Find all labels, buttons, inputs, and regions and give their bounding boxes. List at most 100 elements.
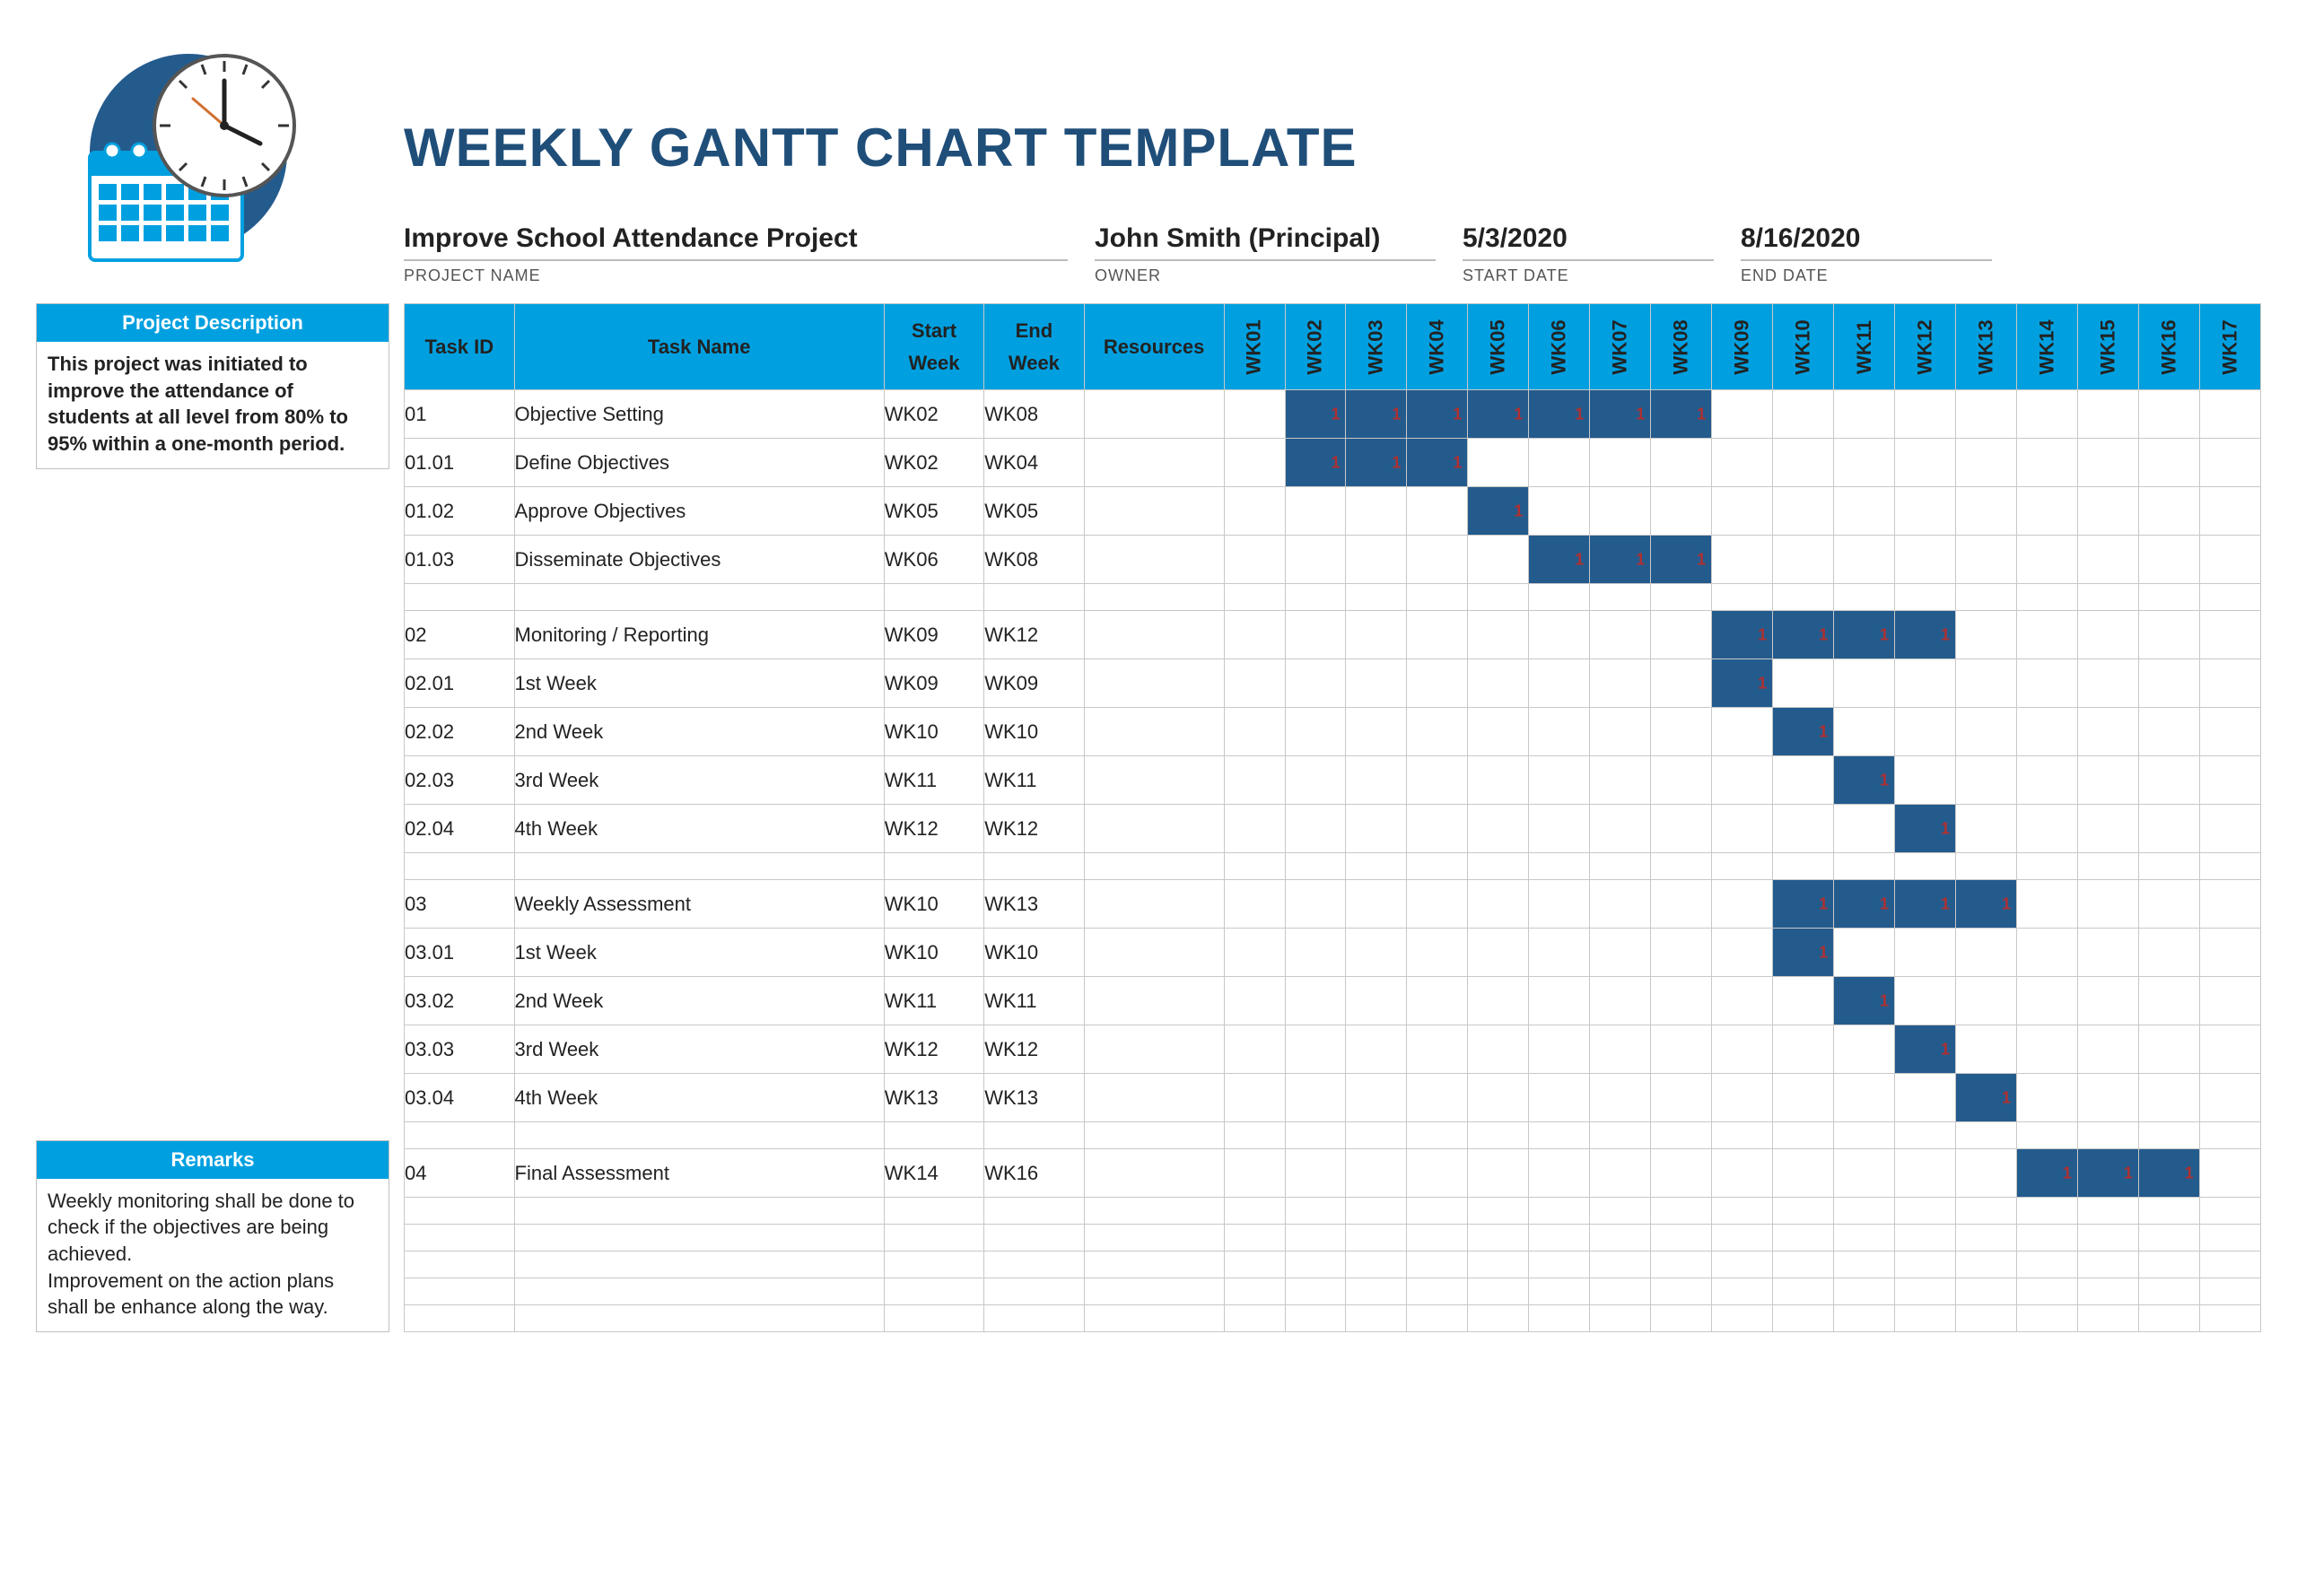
task-id: 01.03 xyxy=(405,536,515,584)
gantt-cell xyxy=(2016,439,2077,487)
table-row: 01Objective SettingWK02WK08 xyxy=(405,390,2261,439)
gantt-cell xyxy=(2138,756,2199,805)
gantt-cell xyxy=(1712,880,1773,929)
gantt-cell xyxy=(1407,756,1468,805)
gantt-cell xyxy=(1651,536,1712,584)
gantt-cell xyxy=(1285,708,1346,756)
table-row: 04Final AssessmentWK14WK16 xyxy=(405,1149,2261,1198)
owner-value: John Smith (Principal) xyxy=(1095,223,1436,261)
gantt-cell xyxy=(1590,611,1651,659)
gantt-cell xyxy=(1224,1074,1285,1122)
col-task-name: Task Name xyxy=(514,304,884,390)
gantt-cell xyxy=(1346,487,1407,536)
gantt-cell xyxy=(1590,977,1651,1025)
gantt-cell xyxy=(1712,611,1773,659)
start-date-label: START DATE xyxy=(1463,261,1714,285)
gantt-cell xyxy=(1346,1074,1407,1122)
task-name: Final Assessment xyxy=(514,1149,884,1198)
gantt-cell xyxy=(1712,536,1773,584)
gantt-cell xyxy=(1407,1074,1468,1122)
task-id: 03.03 xyxy=(405,1025,515,1074)
gantt-cell xyxy=(1407,487,1468,536)
gantt-cell xyxy=(1346,611,1407,659)
start-week: WK10 xyxy=(884,929,983,977)
col-wk02: WK02 xyxy=(1285,304,1346,390)
gantt-cell xyxy=(1651,756,1712,805)
end-week: WK08 xyxy=(984,536,1084,584)
gantt-cell xyxy=(1529,977,1590,1025)
table-row: 02.011st WeekWK09WK09 xyxy=(405,659,2261,708)
gantt-cell xyxy=(2138,977,2199,1025)
gantt-cell xyxy=(2199,708,2260,756)
gantt-cell xyxy=(2016,708,2077,756)
end-week: WK13 xyxy=(984,1074,1084,1122)
col-wk12: WK12 xyxy=(1895,304,1956,390)
task-id: 03.04 xyxy=(405,1074,515,1122)
table-row: 02.044th WeekWK12WK12 xyxy=(405,805,2261,853)
gantt-cell xyxy=(1346,659,1407,708)
task-id: 02.04 xyxy=(405,805,515,853)
gantt-cell xyxy=(1773,929,1834,977)
gantt-cell xyxy=(1651,1149,1712,1198)
col-wk01: WK01 xyxy=(1224,304,1285,390)
gantt-cell xyxy=(1468,611,1529,659)
gantt-cell xyxy=(1407,805,1468,853)
resources xyxy=(1084,390,1224,439)
gantt-cell xyxy=(1468,536,1529,584)
gantt-cell xyxy=(1712,805,1773,853)
gantt-cell xyxy=(2016,659,2077,708)
task-id: 01.02 xyxy=(405,487,515,536)
gantt-cell xyxy=(1956,805,2017,853)
resources xyxy=(1084,1025,1224,1074)
gantt-cell xyxy=(1651,611,1712,659)
gantt-cell xyxy=(1773,439,1834,487)
gantt-cell xyxy=(1956,659,2017,708)
gantt-cell xyxy=(1834,536,1895,584)
gantt-cell xyxy=(2199,805,2260,853)
gantt-cell xyxy=(2199,487,2260,536)
gantt-cell xyxy=(1712,390,1773,439)
col-wk15: WK15 xyxy=(2077,304,2138,390)
task-name: 3rd Week xyxy=(514,1025,884,1074)
gantt-cell xyxy=(2077,390,2138,439)
table-row xyxy=(405,853,2261,880)
gantt-cell xyxy=(1834,439,1895,487)
end-week: WK10 xyxy=(984,929,1084,977)
resources xyxy=(1084,708,1224,756)
gantt-cell xyxy=(2077,611,2138,659)
task-name: 2nd Week xyxy=(514,708,884,756)
gantt-cell xyxy=(1834,977,1895,1025)
gantt-cell xyxy=(1285,805,1346,853)
table-row: 02.033rd WeekWK11WK11 xyxy=(405,756,2261,805)
gantt-cell xyxy=(2138,708,2199,756)
table-row xyxy=(405,1225,2261,1252)
col-end-week: EndWeek xyxy=(984,304,1084,390)
task-name: Define Objectives xyxy=(514,439,884,487)
col-wk10: WK10 xyxy=(1773,304,1834,390)
gantt-cell xyxy=(1529,659,1590,708)
project-description-body: This project was initiated to improve th… xyxy=(37,342,389,468)
gantt-cell xyxy=(1285,1025,1346,1074)
end-week: WK08 xyxy=(984,390,1084,439)
gantt-cell xyxy=(1895,536,1956,584)
gantt-cell xyxy=(1224,708,1285,756)
gantt-cell xyxy=(1895,708,1956,756)
gantt-cell xyxy=(1773,977,1834,1025)
end-date-value: 8/16/2020 xyxy=(1741,223,1992,261)
start-week: WK10 xyxy=(884,708,983,756)
gantt-cell xyxy=(1834,708,1895,756)
gantt-cell xyxy=(1224,1025,1285,1074)
gantt-cell xyxy=(1956,390,2017,439)
task-id: 03.01 xyxy=(405,929,515,977)
gantt-cell xyxy=(1651,1025,1712,1074)
end-week: WK09 xyxy=(984,659,1084,708)
owner-label: OWNER xyxy=(1095,261,1436,285)
gantt-cell xyxy=(1773,1149,1834,1198)
gantt-cell xyxy=(1224,977,1285,1025)
remarks-box: Remarks Weekly monitoring shall be done … xyxy=(36,1140,389,1332)
col-wk04: WK04 xyxy=(1407,304,1468,390)
gantt-cell xyxy=(1956,929,2017,977)
gantt-cell xyxy=(1529,929,1590,977)
gantt-cell xyxy=(1407,1025,1468,1074)
gantt-cell xyxy=(1529,390,1590,439)
